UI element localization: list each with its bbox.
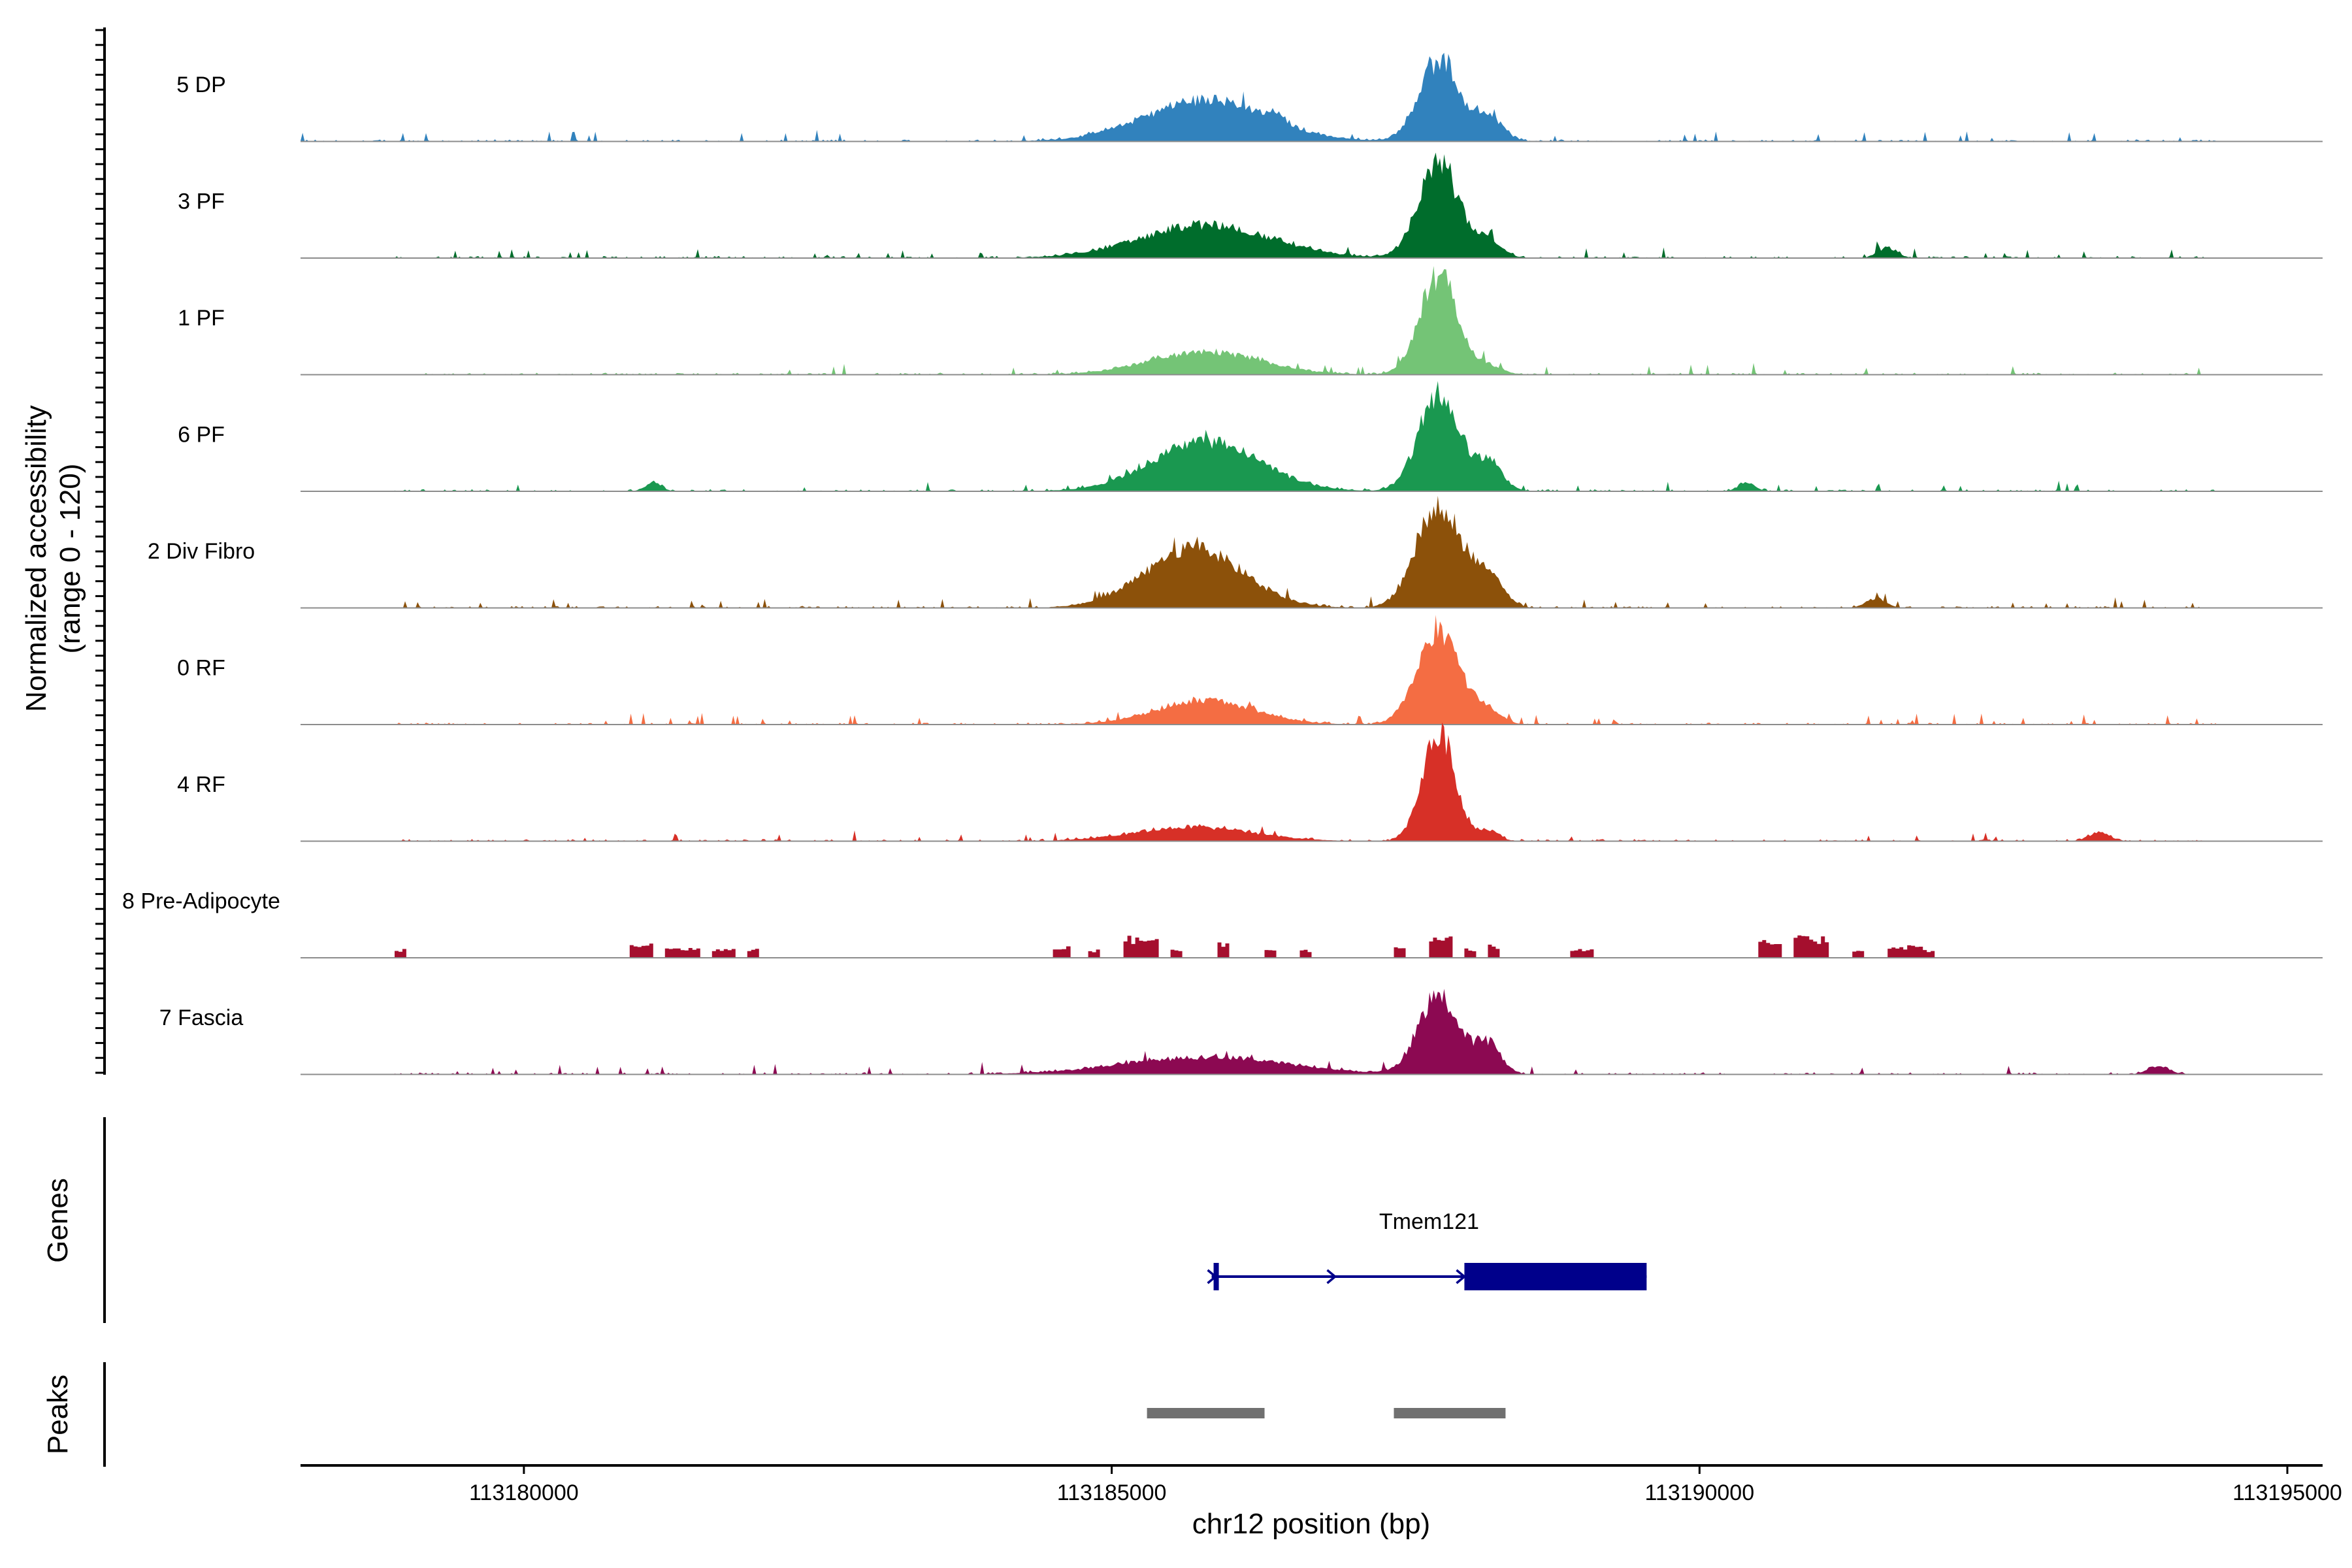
coverage-area — [395, 495, 2206, 608]
x-tick-label: 113195000 — [2232, 1480, 2342, 1505]
track-label: 1 PF — [178, 306, 225, 331]
track-label: 5 DP — [176, 73, 226, 97]
coverage-area — [395, 152, 2206, 258]
track-label: 6 PF — [178, 423, 225, 448]
x-tick-label: 113180000 — [469, 1480, 579, 1505]
gene-exon-thick — [1464, 1263, 1647, 1290]
track-label: 7 Fascia — [159, 1005, 244, 1030]
track-label: 2 Div Fibro — [148, 539, 255, 564]
coverage-area — [301, 52, 2217, 142]
peak-regions — [1147, 1408, 1506, 1418]
genes-panel: Genes Tmem121 — [42, 1117, 1647, 1323]
track-label: 8 Pre-Adipocyte — [122, 889, 280, 914]
track-1: 5 DP — [176, 52, 2323, 142]
coverage-area — [395, 935, 1947, 958]
strand-arrow — [1326, 1269, 1337, 1284]
y-axis-label-range: (range 0 - 120) — [54, 463, 86, 653]
genes-label: Genes — [42, 1178, 74, 1263]
track-label: 3 PF — [178, 189, 225, 214]
x-tick-label: 113185000 — [1057, 1480, 1167, 1505]
track-label: 4 RF — [177, 772, 225, 797]
track-5: 2 Div Fibro — [148, 495, 2323, 609]
accessibility-y-axis — [95, 27, 106, 1075]
track-7: 4 RF — [177, 722, 2323, 842]
coverage-area — [395, 722, 2206, 841]
x-tick-label: 113190000 — [1644, 1480, 1754, 1505]
track-3: 1 PF — [178, 266, 2323, 376]
gene-name-label: Tmem121 — [1379, 1209, 1479, 1234]
x-axis: 113180000 113185000 113190000 113195000 chr… — [301, 1464, 2342, 1540]
coverage-area — [395, 381, 2217, 491]
track-6: 0 RF — [177, 615, 2323, 725]
strand-arrow — [1456, 1269, 1467, 1284]
track-label: 0 RF — [177, 656, 225, 681]
peaks-label: Peaks — [42, 1375, 74, 1454]
coverage-tracks: 5 DP 3 PF 1 PF 6 PF 2 Div Fibro 0 RF 4 RF 8 Pre… — [122, 52, 2323, 1075]
strand-arrow — [1207, 1269, 1218, 1284]
x-axis-label: chr12 position (bp) — [1192, 1508, 1430, 1540]
peaks-panel: Peaks — [42, 1362, 1506, 1467]
y-axis-label: Normalized accessibility — [20, 405, 52, 711]
track-8: 8 Pre-Adipocyte — [122, 889, 2323, 958]
coverage-area — [395, 988, 2194, 1075]
track-2: 3 PF — [178, 152, 2323, 259]
coverage-area — [395, 266, 2206, 375]
track-9: 7 Fascia — [159, 988, 2323, 1075]
gene-model — [1207, 1263, 1647, 1290]
peak-region — [1147, 1408, 1265, 1418]
track-4: 6 PF — [178, 381, 2323, 492]
coverage-area — [395, 615, 2217, 725]
peak-region — [1394, 1408, 1506, 1418]
